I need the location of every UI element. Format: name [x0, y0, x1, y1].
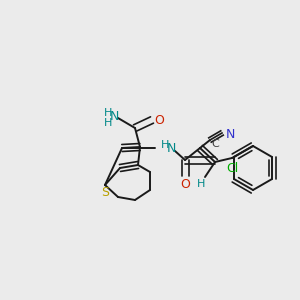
- Text: Cl: Cl: [226, 163, 238, 176]
- Text: H: H: [104, 118, 112, 128]
- Text: N: N: [225, 128, 235, 142]
- Text: H: H: [104, 108, 112, 118]
- Text: O: O: [180, 178, 190, 190]
- Text: H: H: [161, 140, 169, 150]
- Text: S: S: [101, 185, 109, 199]
- Text: C: C: [211, 139, 219, 149]
- Text: N: N: [109, 110, 119, 122]
- Text: N: N: [166, 142, 176, 155]
- Text: O: O: [154, 113, 164, 127]
- Text: H: H: [197, 179, 205, 189]
